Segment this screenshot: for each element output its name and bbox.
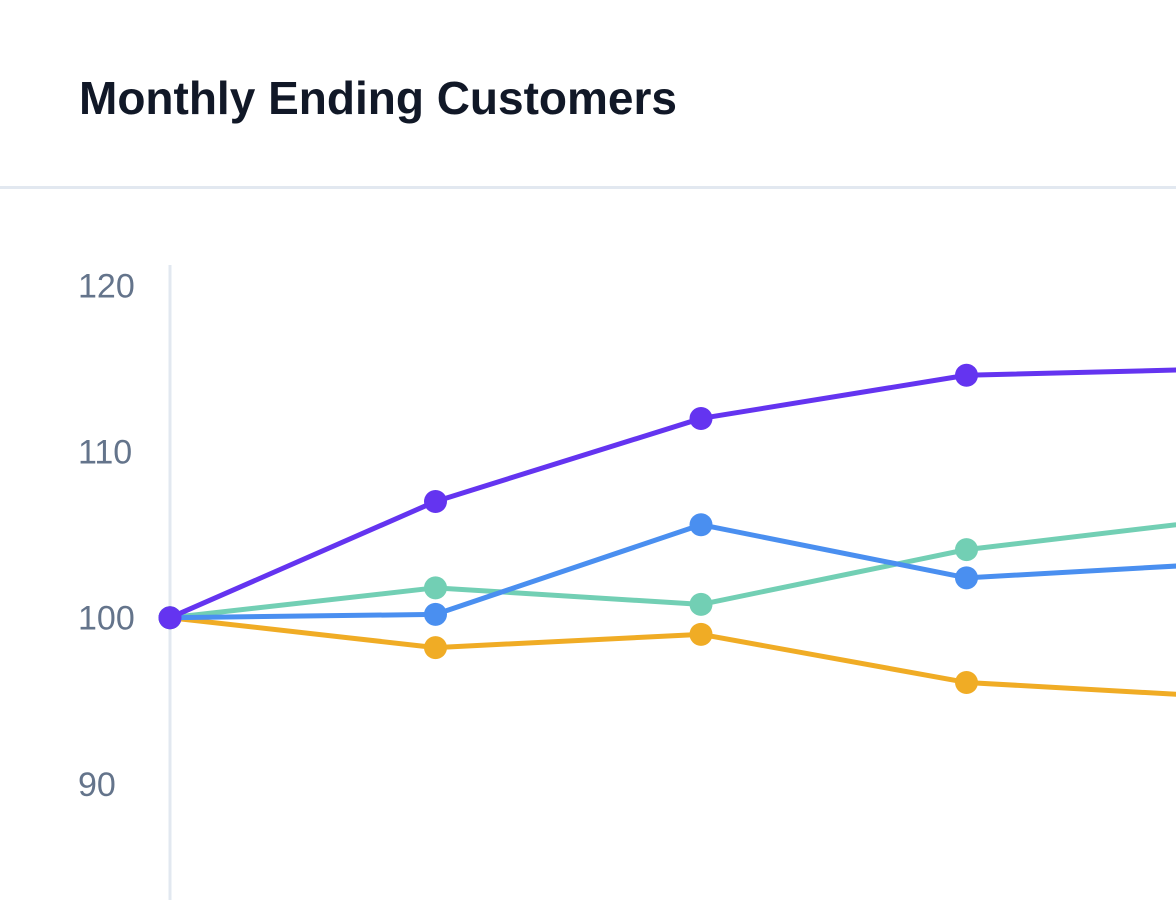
y-tick-label-120: 120 [78, 268, 135, 306]
series-layer [158, 363, 1176, 697]
y-tick-label-90: 90 [78, 766, 116, 804]
series-3-point-1[interactable] [424, 576, 447, 600]
series-4-point-2[interactable] [689, 622, 713, 646]
series-4 [158, 606, 1176, 697]
chart-header: Monthly Ending Customers [0, 0, 1176, 189]
series-3-point-3[interactable] [955, 538, 978, 562]
series-1-point-2[interactable] [689, 406, 713, 430]
series-2-point-3[interactable] [955, 566, 978, 590]
series-3 [158, 522, 1176, 630]
chart-title: Monthly Ending Customers [79, 72, 677, 124]
series-1-point-3[interactable] [955, 363, 978, 387]
series-4-point-3[interactable] [955, 670, 978, 694]
series-2-point-1[interactable] [424, 602, 447, 626]
series-2-point-2[interactable] [689, 513, 713, 537]
y-tick-label-110: 110 [78, 434, 132, 472]
y-tick-label-100: 100 [78, 600, 135, 638]
series-4-point-1[interactable] [424, 636, 447, 660]
series-2 [158, 513, 1176, 630]
series-1 [158, 363, 1176, 630]
series-4-line [167, 615, 1176, 697]
series-1-line [167, 367, 1176, 621]
y-tick-labels: 120 110 100 90 [78, 268, 135, 804]
series-1-point-1[interactable] [424, 489, 447, 513]
series-1-point-0[interactable] [158, 606, 182, 630]
series-3-point-2[interactable] [689, 592, 713, 616]
